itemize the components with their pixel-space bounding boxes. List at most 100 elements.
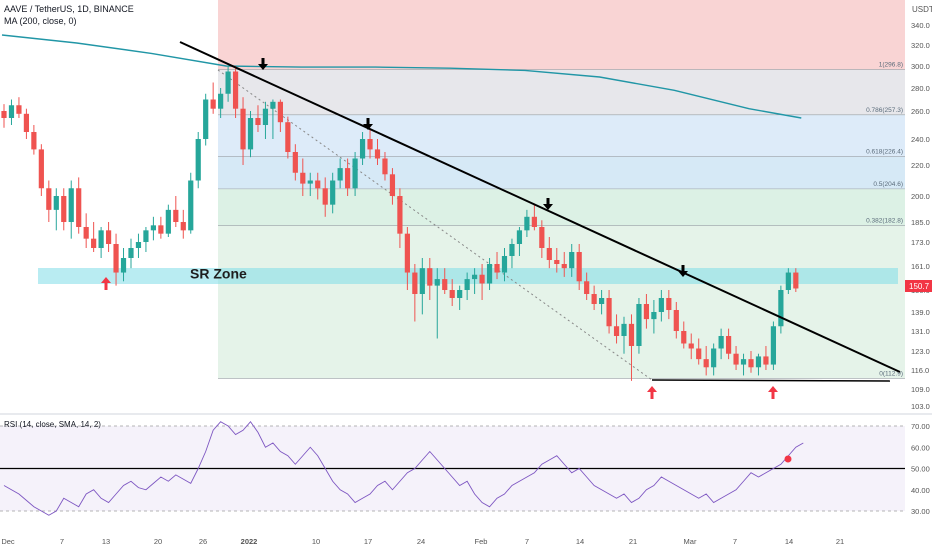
fib-level-label: 0.5(204.6) (873, 181, 903, 188)
candle-body (599, 298, 605, 304)
down-arrow-head (363, 124, 373, 130)
price-tick-label: 103.0 (911, 402, 930, 411)
price-tick-label: 220.0 (911, 161, 930, 170)
candle-body (427, 268, 433, 286)
candle-body (546, 248, 552, 260)
price-tick-label: 173.0 (911, 238, 930, 247)
down-arrow-shaft (546, 198, 550, 205)
time-tick-label: 24 (417, 537, 425, 546)
price-tick-label: 200.0 (911, 192, 930, 201)
candle-body (442, 279, 448, 290)
time-tick-label: 21 (629, 537, 637, 546)
fib-zone (218, 156, 905, 189)
candle-body (277, 101, 283, 123)
candle-body (389, 174, 396, 196)
up-arrow-shaft (771, 392, 775, 399)
candle-body (703, 359, 709, 368)
candle-body (113, 244, 119, 273)
fib-zone (218, 225, 905, 379)
candle-body (23, 113, 30, 132)
candle-body (367, 139, 373, 150)
descending-trendline[interactable] (179, 41, 901, 373)
candle-body (83, 227, 89, 239)
candle-body (210, 99, 216, 109)
badge-bg (905, 280, 932, 292)
candle-body (501, 256, 508, 273)
candle-body (643, 304, 650, 320)
candle-body (419, 268, 425, 294)
price-tick-label: 131.0 (911, 327, 930, 336)
candle-body (173, 209, 179, 222)
candle-body (16, 105, 22, 114)
fib-zone (218, 69, 905, 115)
price-tick-label: 161.0 (911, 262, 930, 271)
fib-zone (218, 114, 905, 157)
time-tick-label: 20 (154, 537, 162, 546)
candle-body (105, 230, 112, 244)
candle-body (255, 118, 261, 125)
candle-body (91, 238, 97, 248)
candle-body (76, 188, 82, 227)
fib-level-label: 0.618(226.4) (866, 149, 903, 156)
fibonacci-retracement[interactable]: 1(296.8) 0.786(257.3) 0.618(226.4) 0.5(204.… (218, 0, 905, 379)
candle-body (621, 323, 627, 336)
candle-body (128, 248, 134, 258)
price-tick-label: 109.0 (911, 385, 930, 394)
up-arrow-shaft (104, 283, 108, 290)
time-tick-label: 7 (525, 537, 529, 546)
rsi-legend: RSI (14, close, SMA, 14, 2) (4, 420, 101, 429)
candle-body (785, 272, 791, 290)
candle-body (195, 139, 201, 181)
candle-body (158, 225, 164, 234)
rsi-tick-label: 60.00 (911, 443, 930, 452)
candle-body (38, 149, 44, 189)
candle-body (531, 216, 537, 227)
rsi-tick-label: 30.00 (911, 507, 930, 516)
candle-body (486, 264, 493, 284)
rsi-pane: 70.00 60.00 50.00 40.00 30.00 (0, 421, 930, 516)
candle-body (628, 323, 635, 346)
candle-body (270, 101, 276, 109)
candle-body (330, 180, 336, 205)
fib-level-label: 1(296.8) (879, 62, 903, 69)
candle-body (300, 172, 306, 184)
time-tick-label: 14 (576, 537, 584, 546)
down-arrow-head (678, 271, 688, 277)
price-tick-label: 116.0 (911, 366, 929, 375)
candle-body (98, 230, 104, 248)
trendlines[interactable] (179, 41, 901, 382)
candle-body (688, 343, 694, 349)
candle-body (120, 258, 127, 273)
candle-body (516, 230, 523, 244)
candle-body (733, 353, 739, 365)
candle-body (718, 336, 724, 349)
candle-body (53, 196, 59, 210)
candle-body (165, 209, 171, 234)
candle-body (262, 108, 269, 125)
up-arrow-head (647, 386, 657, 392)
candle-body (591, 294, 597, 304)
candle-body (143, 230, 149, 242)
candle-body (315, 180, 321, 189)
candle-body (666, 298, 672, 310)
support-line[interactable] (651, 379, 891, 382)
candle-body (240, 108, 246, 150)
ma200-path (1, 34, 802, 119)
candle-body (524, 216, 530, 231)
time-tick-label: Mar (684, 537, 697, 546)
candle-body (412, 272, 418, 294)
price-tick-label: 300.0 (911, 62, 930, 71)
fib-level-label: 0.786(257.3) (866, 107, 903, 114)
time-tick-label: 14 (785, 537, 793, 546)
rsi-marker (784, 455, 792, 463)
time-tick-label: 17 (364, 537, 372, 546)
candle-body (613, 326, 620, 336)
time-axis: Dec 7 13 20 26 2022 10 17 24 Feb 7 14 21 Mar 7 14 21 (1, 537, 844, 546)
ma200-line (1, 34, 802, 119)
candle-body (225, 71, 231, 94)
candle-body (150, 225, 156, 231)
candle-body (322, 188, 328, 205)
time-tick-label: Dec (1, 537, 15, 546)
up-arrow-head (101, 277, 111, 283)
